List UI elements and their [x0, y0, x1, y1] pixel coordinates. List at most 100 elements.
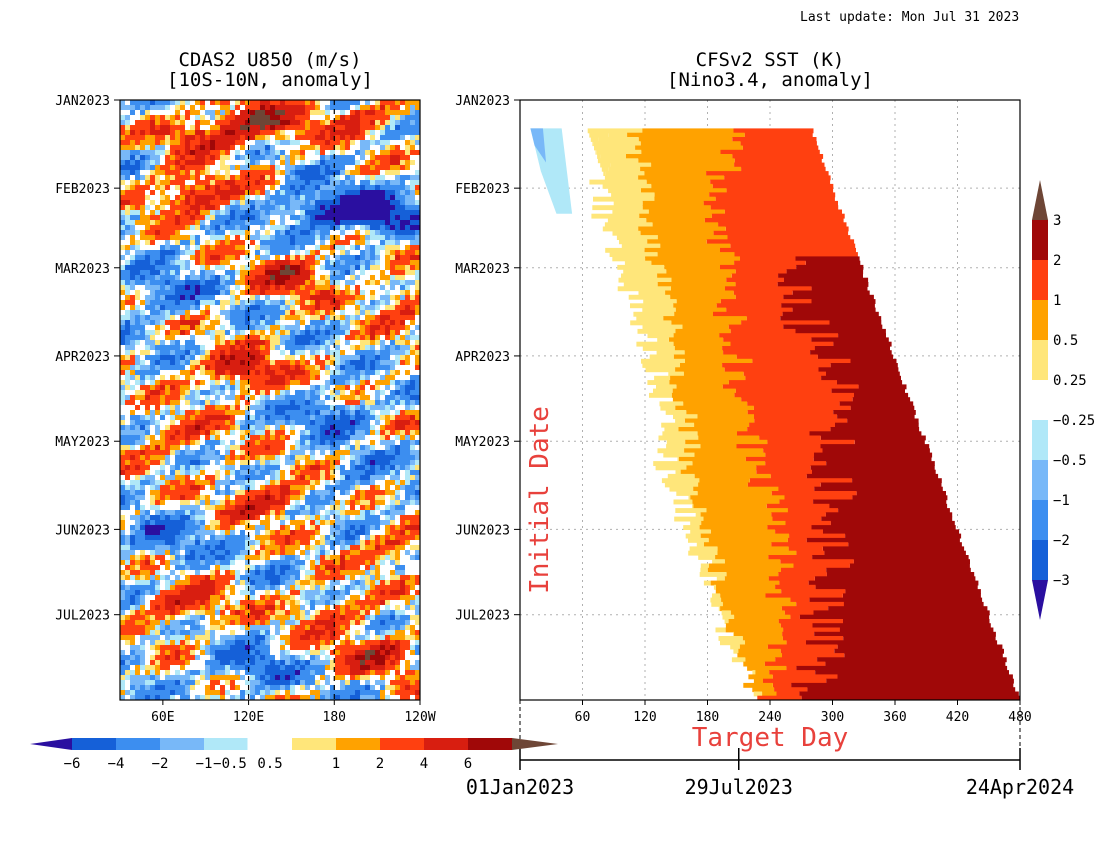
heatmap-cell [170, 265, 176, 271]
heatmap-cell [235, 260, 241, 266]
heatmap-cell [345, 495, 351, 501]
heatmap-cell [295, 355, 301, 361]
heatmap-cell [385, 185, 391, 191]
heatmap-cell [385, 175, 391, 181]
heatmap-cell [380, 255, 386, 261]
heatmap-cell [200, 280, 206, 286]
heatmap-cell [160, 355, 166, 361]
heatmap-cell [360, 320, 366, 326]
heatmap-cell [155, 380, 161, 386]
heatmap-cell [135, 315, 141, 321]
heatmap-cell [400, 180, 406, 186]
heatmap-cell [135, 370, 141, 376]
heatmap-cell [290, 200, 296, 206]
heatmap-cell [195, 345, 201, 351]
heatmap-cell [160, 165, 166, 171]
heatmap-cell [265, 270, 271, 276]
heatmap-cell [165, 195, 171, 201]
heatmap-cell [405, 260, 411, 266]
heatmap-cell [405, 295, 411, 301]
heatmap-cell [120, 260, 126, 266]
heatmap-cell [395, 415, 401, 421]
heatmap-cell [135, 475, 141, 481]
heatmap-cell [285, 375, 291, 381]
heatmap-cell [375, 110, 381, 116]
heatmap-cell [405, 120, 411, 126]
heatmap-cell [270, 440, 276, 446]
heatmap-cell [255, 195, 261, 201]
heatmap-cell [120, 310, 126, 316]
heatmap-cell [250, 210, 256, 216]
heatmap-cell [365, 455, 371, 461]
heatmap-cell [400, 155, 406, 161]
heatmap-cell [200, 150, 206, 156]
heatmap-cell [130, 100, 136, 106]
heatmap-cell [240, 270, 246, 276]
heatmap-cell [215, 140, 221, 146]
heatmap-cell [300, 390, 306, 396]
heatmap-cell [205, 260, 211, 266]
heatmap-cell [285, 235, 291, 241]
heatmap-cell [215, 375, 221, 381]
heatmap-cell [245, 275, 251, 281]
heatmap-cell [130, 255, 136, 261]
heatmap-cell [185, 345, 191, 351]
heatmap-cell [240, 290, 246, 296]
heatmap-cell [295, 290, 301, 296]
heatmap-cell [290, 110, 296, 116]
heatmap-cell [200, 435, 206, 441]
heatmap-cell [380, 335, 386, 341]
heatmap-cell [355, 495, 361, 501]
heatmap-cell [305, 435, 311, 441]
heatmap-cell [415, 125, 420, 131]
heatmap-cell [370, 295, 376, 301]
heatmap-cell [235, 460, 241, 466]
heatmap-cell [305, 415, 311, 421]
heatmap-cell [190, 230, 196, 236]
heatmap-cell [135, 450, 141, 456]
heatmap-cell [290, 510, 296, 516]
heatmap-cell [315, 385, 321, 391]
heatmap-cell [290, 410, 296, 416]
heatmap-cell [125, 425, 131, 431]
heatmap-cell [140, 220, 146, 226]
heatmap-cell [415, 210, 420, 216]
heatmap-cell [280, 185, 286, 191]
heatmap-cell [270, 325, 276, 331]
heatmap-cell [120, 445, 126, 451]
heatmap-cell [295, 320, 301, 326]
heatmap-cell [295, 380, 301, 386]
heatmap-cell [125, 445, 131, 451]
heatmap-cell [340, 295, 346, 301]
heatmap-cell [255, 120, 261, 126]
heatmap-cell [395, 260, 401, 266]
heatmap-cell [330, 310, 336, 316]
heatmap-cell [365, 200, 371, 206]
heatmap-cell [205, 420, 211, 426]
heatmap-cell [275, 225, 281, 231]
heatmap-cell [195, 495, 201, 501]
heatmap-cell [305, 400, 311, 406]
heatmap-cell [130, 315, 136, 321]
heatmap-cell [395, 335, 401, 341]
heatmap-cell [185, 300, 191, 306]
heatmap-cell [240, 160, 246, 166]
heatmap-cell [170, 300, 176, 306]
heatmap-cell [275, 325, 281, 331]
heatmap-cell [395, 505, 401, 511]
heatmap-cell [360, 370, 366, 376]
heatmap-cell [270, 305, 276, 311]
heatmap-cell [210, 175, 216, 181]
heatmap-cell [330, 320, 336, 326]
heatmap-cell [380, 165, 386, 171]
heatmap-cell [325, 185, 331, 191]
heatmap-cell [235, 140, 241, 146]
heatmap-cell [365, 405, 371, 411]
heatmap-cell [355, 225, 361, 231]
heatmap-cell [380, 145, 386, 151]
heatmap-cell [405, 325, 411, 331]
heatmap-cell [265, 220, 271, 226]
heatmap-cell [240, 315, 246, 321]
heatmap-cell [400, 270, 406, 276]
heatmap-cell [375, 225, 381, 231]
